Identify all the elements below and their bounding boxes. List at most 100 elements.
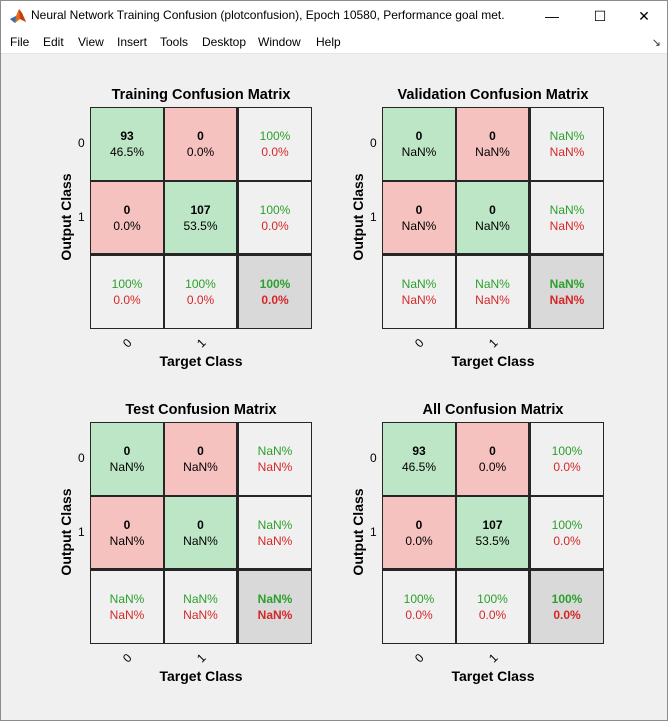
matrix-cell: NaN% NaN% (238, 422, 312, 496)
x-tick-label: 1 (194, 650, 209, 666)
window-title: Neural Network Training Confusion (plotc… (31, 8, 505, 22)
cell-error-rate: 0.0% (113, 293, 141, 307)
cell-percent: NaN% (401, 218, 437, 233)
cell-correct-rate: NaN% (401, 277, 437, 291)
cell-error-rate: 0.0% (553, 608, 581, 622)
cell-count: 107 (482, 517, 503, 532)
menu-desktop[interactable]: Desktop (202, 35, 247, 49)
cell-count: 0 (123, 202, 131, 217)
matrix-cell: NaN% NaN% (238, 496, 312, 570)
x-tick-label: 0 (120, 650, 135, 666)
cell-correct-rate: NaN% (475, 277, 510, 291)
close-button[interactable]: ✕ (621, 1, 667, 31)
cell-percent: 0.0% (405, 533, 433, 548)
menu-insert[interactable]: Insert (117, 35, 148, 49)
plot-title: Validation Confusion Matrix (397, 87, 589, 103)
cell-error-rate: 0.0% (553, 533, 581, 548)
menu-view[interactable]: View (78, 35, 104, 49)
maximize-button[interactable]: ☐ (577, 1, 623, 31)
minimize-button[interactable]: — (529, 1, 575, 31)
x-tick-label: 0 (120, 335, 135, 351)
matrix-cell: NaN% NaN% (382, 255, 456, 329)
cell-correct-rate: 100% (403, 592, 435, 606)
matrix-cell: NaN% NaN% (530, 255, 604, 329)
matrix-cell: 0 NaN% (382, 181, 456, 255)
menu-window[interactable]: Window (258, 35, 301, 49)
matrix-cell: 100% 0.0% (238, 181, 312, 255)
matrix-cell: 100% 0.0% (164, 255, 238, 329)
cell-count: 0 (123, 444, 131, 458)
cell-error-rate: 0.0% (261, 293, 289, 307)
cell-percent: NaN% (475, 218, 510, 233)
matrix-cell: 100% 0.0% (530, 422, 604, 496)
matrix-cell: 0 NaN% (382, 107, 456, 181)
matrix-cell: 0 NaN% (456, 181, 530, 255)
cell-percent: NaN% (109, 533, 145, 548)
x-tick-label: 0 (412, 650, 427, 666)
plot-title: All Confusion Matrix (422, 402, 564, 418)
matrix-cell: 100% 0.0% (530, 570, 604, 644)
cell-error-rate: 0.0% (405, 608, 433, 622)
cell-error-rate: NaN% (257, 608, 293, 622)
y-tick-label: 1 (78, 525, 85, 539)
menu-tools[interactable]: Tools (160, 35, 189, 49)
matrix-cell: 100% 0.0% (238, 255, 312, 329)
cell-error-rate: 0.0% (186, 293, 215, 307)
plot-title: Training Confusion Matrix (111, 87, 291, 103)
matrix-cell: 0 NaN% (164, 422, 238, 496)
matrix-cell: 0 0.0% (90, 181, 164, 255)
cell-error-rate: 0.0% (261, 218, 289, 233)
cell-count: 0 (197, 444, 204, 458)
matrix-cell: 0 NaN% (164, 496, 238, 570)
matrix-cell: 0 NaN% (90, 422, 164, 496)
maximize-icon: ☐ (593, 7, 607, 24)
cell-correct-rate: 100% (185, 277, 216, 291)
y-tick-label: 1 (78, 210, 85, 224)
matrix-cell: 0 0.0% (164, 107, 238, 181)
menu-help[interactable]: Help (316, 35, 341, 49)
cell-correct-rate: NaN% (549, 202, 585, 217)
cell-error-rate: 0.0% (553, 460, 581, 474)
cell-percent: 46.5% (401, 460, 437, 474)
plot-title: Test Confusion Matrix (125, 402, 277, 418)
matrix-cell: 100% 0.0% (456, 570, 530, 644)
cell-count: 0 (489, 129, 496, 143)
cell-error-rate: NaN% (549, 145, 585, 159)
cell-correct-rate: NaN% (549, 277, 585, 291)
matrix-cell: 0 0.0% (456, 422, 530, 496)
minimize-icon: — (545, 8, 559, 24)
matrix-cell: NaN% NaN% (530, 107, 604, 181)
dock-arrow-icon[interactable]: ↘ (651, 37, 661, 49)
menu-bar: File Edit View Insert Tools Desktop Wind… (1, 31, 667, 54)
confusion-grid: 0 NaN% 0 NaN% NaN% NaN% 0 NaN% 0 NaN% NaN% NaN% NaN%… (382, 107, 604, 329)
y-tick-label: 0 (370, 451, 377, 465)
menu-edit[interactable]: Edit (43, 35, 64, 49)
cell-error-rate: NaN% (549, 293, 585, 307)
cell-correct-rate: 100% (551, 517, 583, 532)
matlab-icon (10, 9, 26, 23)
cell-percent: NaN% (183, 533, 218, 548)
cell-error-rate: NaN% (257, 533, 293, 548)
title-bar[interactable]: Neural Network Training Confusion (plotc… (1, 1, 667, 31)
cell-count: 0 (197, 129, 204, 143)
matrix-cell: 100% 0.0% (382, 570, 456, 644)
cell-count: 0 (415, 129, 423, 143)
cell-correct-rate: NaN% (257, 592, 293, 606)
confusion-grid: 0 NaN% 0 NaN% NaN% NaN% 0 NaN% 0 NaN% NaN% NaN% NaN%… (90, 422, 312, 644)
matrix-cell: NaN% NaN% (456, 255, 530, 329)
cell-correct-rate: 100% (259, 202, 291, 217)
x-tick-label: 1 (194, 335, 209, 351)
menu-file[interactable]: File (10, 35, 30, 49)
cell-percent: 53.5% (475, 533, 510, 548)
matrix-cell: 0 0.0% (382, 496, 456, 570)
matrix-cell: 107 53.5% (456, 496, 530, 570)
cell-error-rate: NaN% (549, 218, 585, 233)
confusion-grid: 93 46.5% 0 0.0% 100% 0.0% 0 0.0% 107 53.5% 100% 0.0… (90, 107, 312, 329)
y-axis-label: Output Class (58, 488, 74, 576)
close-icon: ✕ (638, 7, 650, 24)
matrix-cell: 100% 0.0% (238, 107, 312, 181)
y-tick-label: 1 (370, 210, 377, 224)
confusion-grid: 93 46.5% 0 0.0% 100% 0.0% 0 0.0% 107 53.5% 100% 0.0… (382, 422, 604, 644)
cell-error-rate: 0.0% (261, 145, 289, 159)
